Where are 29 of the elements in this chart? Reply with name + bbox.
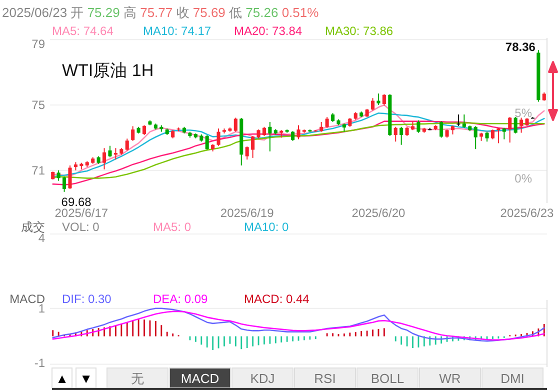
annotation: 69.68 <box>61 194 92 209</box>
legend: MA5: 74.64 MA10: 74.17 MA20: 73.84 MA30: 73.86 <box>52 24 394 38</box>
button: 无 <box>106 368 168 388</box>
y-tick-label: 75 <box>32 98 46 112</box>
x-tick-label: 2025/6/19 <box>220 206 274 220</box>
button: ▲ <box>52 368 72 388</box>
button: WR <box>419 368 481 388</box>
x-tick-label: 2025/6/20 <box>352 206 406 220</box>
x-tick-label: 2025/6/17 <box>54 206 108 220</box>
text: 成交 <box>21 220 45 234</box>
text: WTI原油 1H <box>62 61 154 80</box>
x-tick-label: 2025/6/23 <box>500 206 554 220</box>
button: RSI <box>294 368 356 388</box>
y-tick-label: 79 <box>32 37 46 51</box>
annotation: 78.36 <box>505 40 536 54</box>
text: MA10: 0 <box>244 220 290 234</box>
text: 2025/06/23 开 75.29 高 75.77 收 75.69 低 75.26 0.51% <box>2 5 319 20</box>
y-tick-label: -1 <box>34 356 46 370</box>
button: DMI <box>482 368 544 388</box>
y2-tick-label: 0% <box>514 171 532 186</box>
legend: DIF: 0.30 DEA: 0.09 MACD: 0.44 <box>62 292 310 306</box>
text: VOL: 0 <box>62 220 100 234</box>
button: BOLL <box>356 368 418 388</box>
y2-tick-label: 5% <box>514 106 532 120</box>
button: ▼ <box>76 368 96 388</box>
text: MA5: 0 <box>153 220 192 234</box>
y-tick-label: 71 <box>32 163 46 178</box>
button: MACD <box>169 368 231 388</box>
button: KDJ <box>232 368 294 388</box>
